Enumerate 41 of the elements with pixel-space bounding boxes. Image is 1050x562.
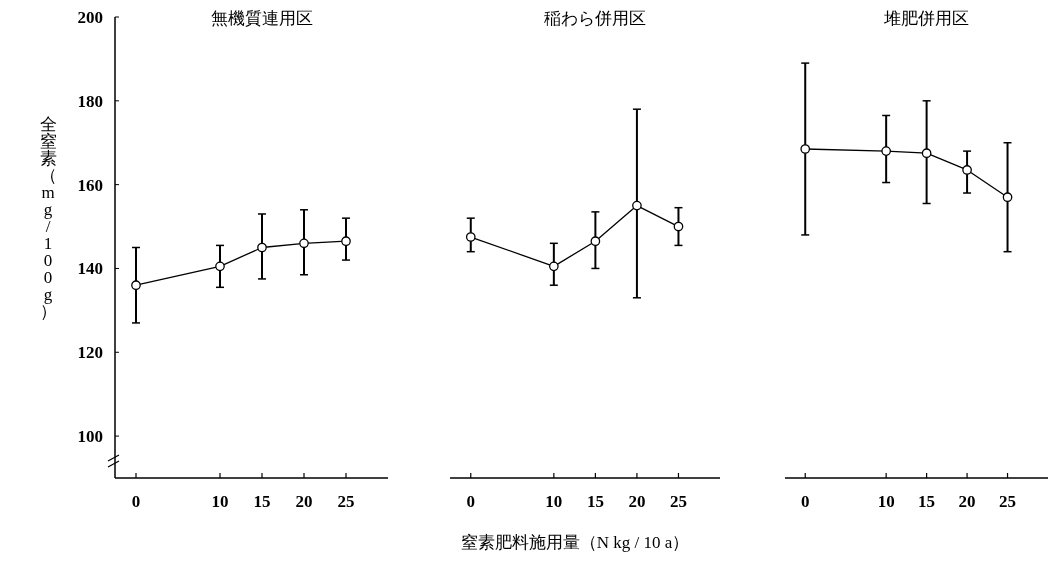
y-tick-label: 100 <box>77 427 103 447</box>
y-tick-label: 180 <box>77 91 103 111</box>
x-tick-label: 20 <box>628 492 646 511</box>
point <box>962 165 972 175</box>
x-tick-label: 10 <box>877 492 895 511</box>
x-tick-label: 25 <box>337 492 355 511</box>
x-tick-label: 20 <box>958 492 976 511</box>
x-tick-label: 25 <box>669 492 687 511</box>
point <box>257 242 267 253</box>
x-tick-label: 0 <box>466 492 476 511</box>
point <box>131 280 141 291</box>
point <box>341 236 351 247</box>
y-tick-label: 140 <box>77 259 103 279</box>
chart-title: 無機質連用区 <box>211 9 313 28</box>
x-tick-label: 15 <box>586 492 604 511</box>
point <box>549 261 559 272</box>
point <box>1002 192 1013 203</box>
x-tick-label: 20 <box>295 492 313 511</box>
y-tick-label: 200 <box>77 8 103 27</box>
chart-title: 堆肥併用区 <box>883 9 970 28</box>
point <box>673 221 684 232</box>
point <box>215 261 225 272</box>
point <box>299 238 309 249</box>
text: 全窒素（mg/100g） <box>39 115 57 321</box>
point <box>590 236 601 247</box>
x-axis-title: 窒素肥料施用量（N kg / 10 a） <box>460 533 690 552</box>
x-tick-label: 25 <box>999 492 1017 511</box>
y-tick-label: 120 <box>77 343 103 363</box>
point <box>800 144 811 154</box>
x-tick-label: 10 <box>211 492 229 511</box>
point <box>632 200 642 211</box>
chart-title: 稲わら併用区 <box>544 9 647 28</box>
point <box>881 146 891 156</box>
y-tick-label: 160 <box>77 175 103 195</box>
x-tick-label: 0 <box>800 492 810 511</box>
point <box>465 232 476 242</box>
x-tick-label: 10 <box>545 492 563 511</box>
x-tick-label: 15 <box>253 492 271 511</box>
point <box>921 148 932 159</box>
x-tick-label: 0 <box>131 492 141 511</box>
x-tick-label: 15 <box>918 492 936 511</box>
